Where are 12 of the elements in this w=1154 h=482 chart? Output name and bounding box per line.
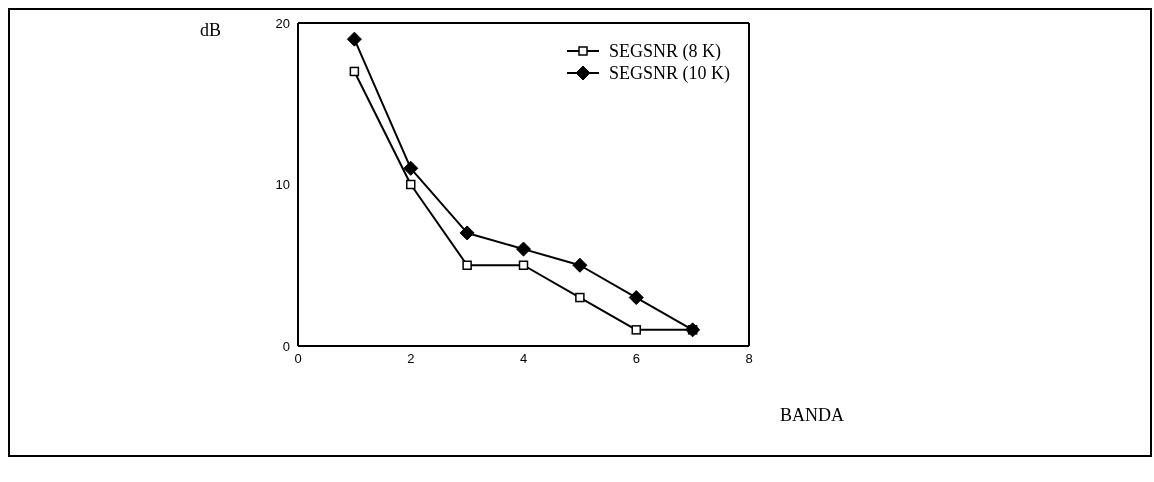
x-tick-label: 6 [632,351,640,367]
x-tick-label: 2 [407,351,415,367]
y-tick-label: 10 [275,177,290,193]
x-tick-label: 0 [294,351,302,367]
x-tick-label: 4 [519,351,528,367]
legend-label: SEGSNR (10 K) [609,62,731,84]
x-tick-label: 8 [745,351,753,367]
legend-label: SEGSNR (8 K) [609,40,722,62]
x-axis-title: BANDA [780,405,845,426]
y-tick-label: 20 [275,15,290,31]
y-tick-label: 0 [282,338,290,354]
y-axis-title: dB [200,20,222,41]
